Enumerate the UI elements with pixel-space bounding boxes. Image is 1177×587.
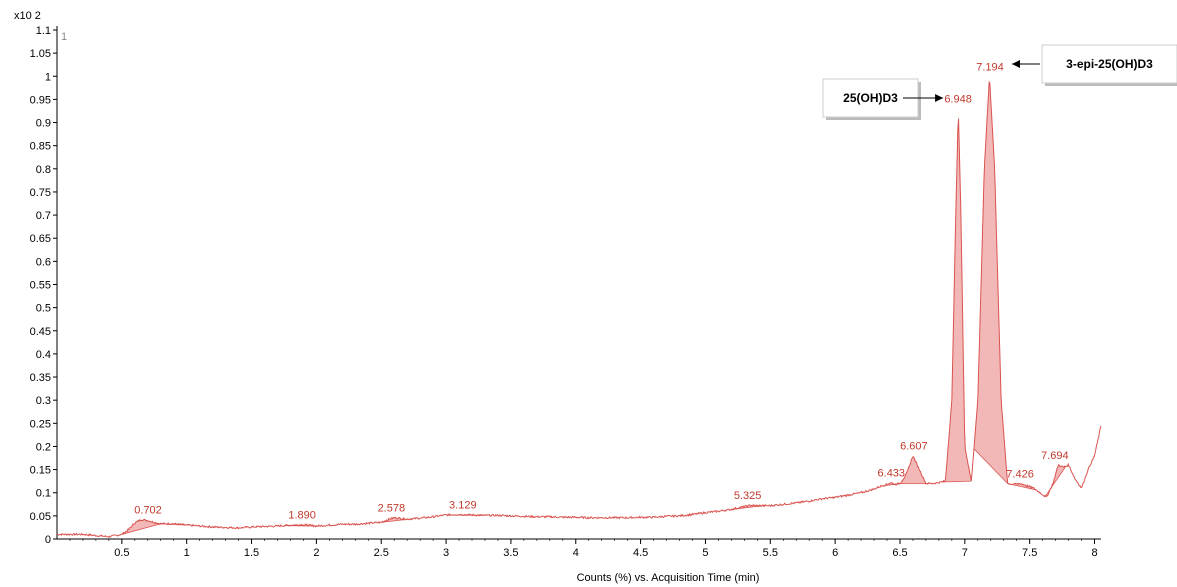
axes <box>56 26 1101 540</box>
y-tick-label: 0.45 <box>30 326 51 338</box>
y-tick-label: 0.15 <box>30 465 51 477</box>
y-tick-label: 1.1 <box>36 25 51 37</box>
peak-baseline <box>973 448 1008 484</box>
y-tick-label: 0.2 <box>36 441 51 453</box>
x-tick-label: 2.5 <box>374 547 389 559</box>
peak-area <box>941 110 972 483</box>
chromatogram-trace <box>56 80 1102 538</box>
y-tick-label: 0.55 <box>30 280 51 292</box>
peak-labels: 0.702 1.890 2.578 3.129 5.325 6.433 6.607 6.948… <box>134 61 1068 521</box>
x-tick-label: 4.5 <box>633 547 648 559</box>
peak-label: 7.694 <box>1041 450 1069 462</box>
callout-arrow-head <box>935 94 944 102</box>
callout-box <box>822 78 919 118</box>
x-tick-label: 7.5 <box>1022 547 1037 559</box>
y-tick-label: 0.1 <box>36 488 51 500</box>
y-tick-label: 1 <box>45 71 51 83</box>
x-tick-label: 1 <box>184 547 190 559</box>
y-tick-label: 0.65 <box>30 233 51 245</box>
peak-baseline <box>941 480 972 483</box>
y-tick-label: 0.3 <box>36 395 51 407</box>
y-tick-label: 0.25 <box>30 418 51 430</box>
ticks: 00.050.10.150.20.250.30.350.40.450.50.55… <box>30 25 1098 559</box>
y-tick-label: 0.6 <box>36 256 51 268</box>
peak-area <box>973 79 1008 484</box>
x-tick-label: 0.5 <box>114 547 129 559</box>
callout-label: 25(OH)D3 <box>843 91 898 105</box>
peak-label: 6.607 <box>900 441 928 453</box>
y-tick-label: 0.85 <box>30 141 51 153</box>
peak-label: 7.426 <box>1006 468 1034 480</box>
x-tick-label: 8 <box>1091 547 1097 559</box>
peak-baseline <box>1044 465 1067 497</box>
peak-area <box>900 456 929 484</box>
peak-label: 6.433 <box>878 468 906 480</box>
x-tick-label: 6 <box>832 547 838 559</box>
peak-label: 7.194 <box>976 61 1004 73</box>
y-tick-label: 1.05 <box>30 48 51 60</box>
peak-label: 3.129 <box>449 499 477 511</box>
peak-area <box>121 519 161 535</box>
peak-label: 1.890 <box>288 510 316 522</box>
y-tick-label: 0 <box>45 534 51 546</box>
peak-label: 0.702 <box>134 505 162 517</box>
peak-baseline <box>121 523 161 535</box>
y-tick-label: 0.95 <box>30 94 51 106</box>
x-tick-label: 4 <box>573 547 579 559</box>
x-tick-label: 7 <box>962 547 968 559</box>
y-tick-label: 0.05 <box>30 511 51 523</box>
y-multiplier-label: x10 2 <box>14 10 41 22</box>
y-tick-label: 0.75 <box>30 187 51 199</box>
y-tick-label: 0.5 <box>36 303 51 315</box>
y-tick-label: 0.7 <box>36 210 51 222</box>
callout-box <box>1041 44 1177 84</box>
x-tick-label: 1.5 <box>244 547 259 559</box>
x-tick-label: 3.5 <box>503 547 518 559</box>
y-tick-label: 0.9 <box>36 118 51 130</box>
callouts: 25(OH)D3 3-epi-25(OH)D3 <box>822 44 1177 120</box>
trace-layer <box>56 80 1102 538</box>
x-tick-label: 6.5 <box>892 547 907 559</box>
y-tick-label: 0.35 <box>30 372 51 384</box>
x-axis-label: Counts (%) vs. Acquisition Time (min) <box>577 572 760 584</box>
callout-label: 3-epi-25(OH)D3 <box>1066 57 1153 71</box>
peak-fills <box>121 79 1067 535</box>
peak-label: 5.325 <box>734 490 762 502</box>
peak-label: 2.578 <box>378 503 406 515</box>
y-tick-label: 0.4 <box>36 349 51 361</box>
callout-arrow-head <box>1011 60 1020 68</box>
x-tick-label: 3 <box>443 547 449 559</box>
x-tick-label: 5 <box>702 547 708 559</box>
x-tick-label: 5.5 <box>763 547 778 559</box>
peak-label: 6.948 <box>944 94 972 106</box>
y-tick-label: 0.8 <box>36 164 51 176</box>
x-tick-label: 2 <box>313 547 319 559</box>
plot-index-label: 1 <box>61 31 67 43</box>
